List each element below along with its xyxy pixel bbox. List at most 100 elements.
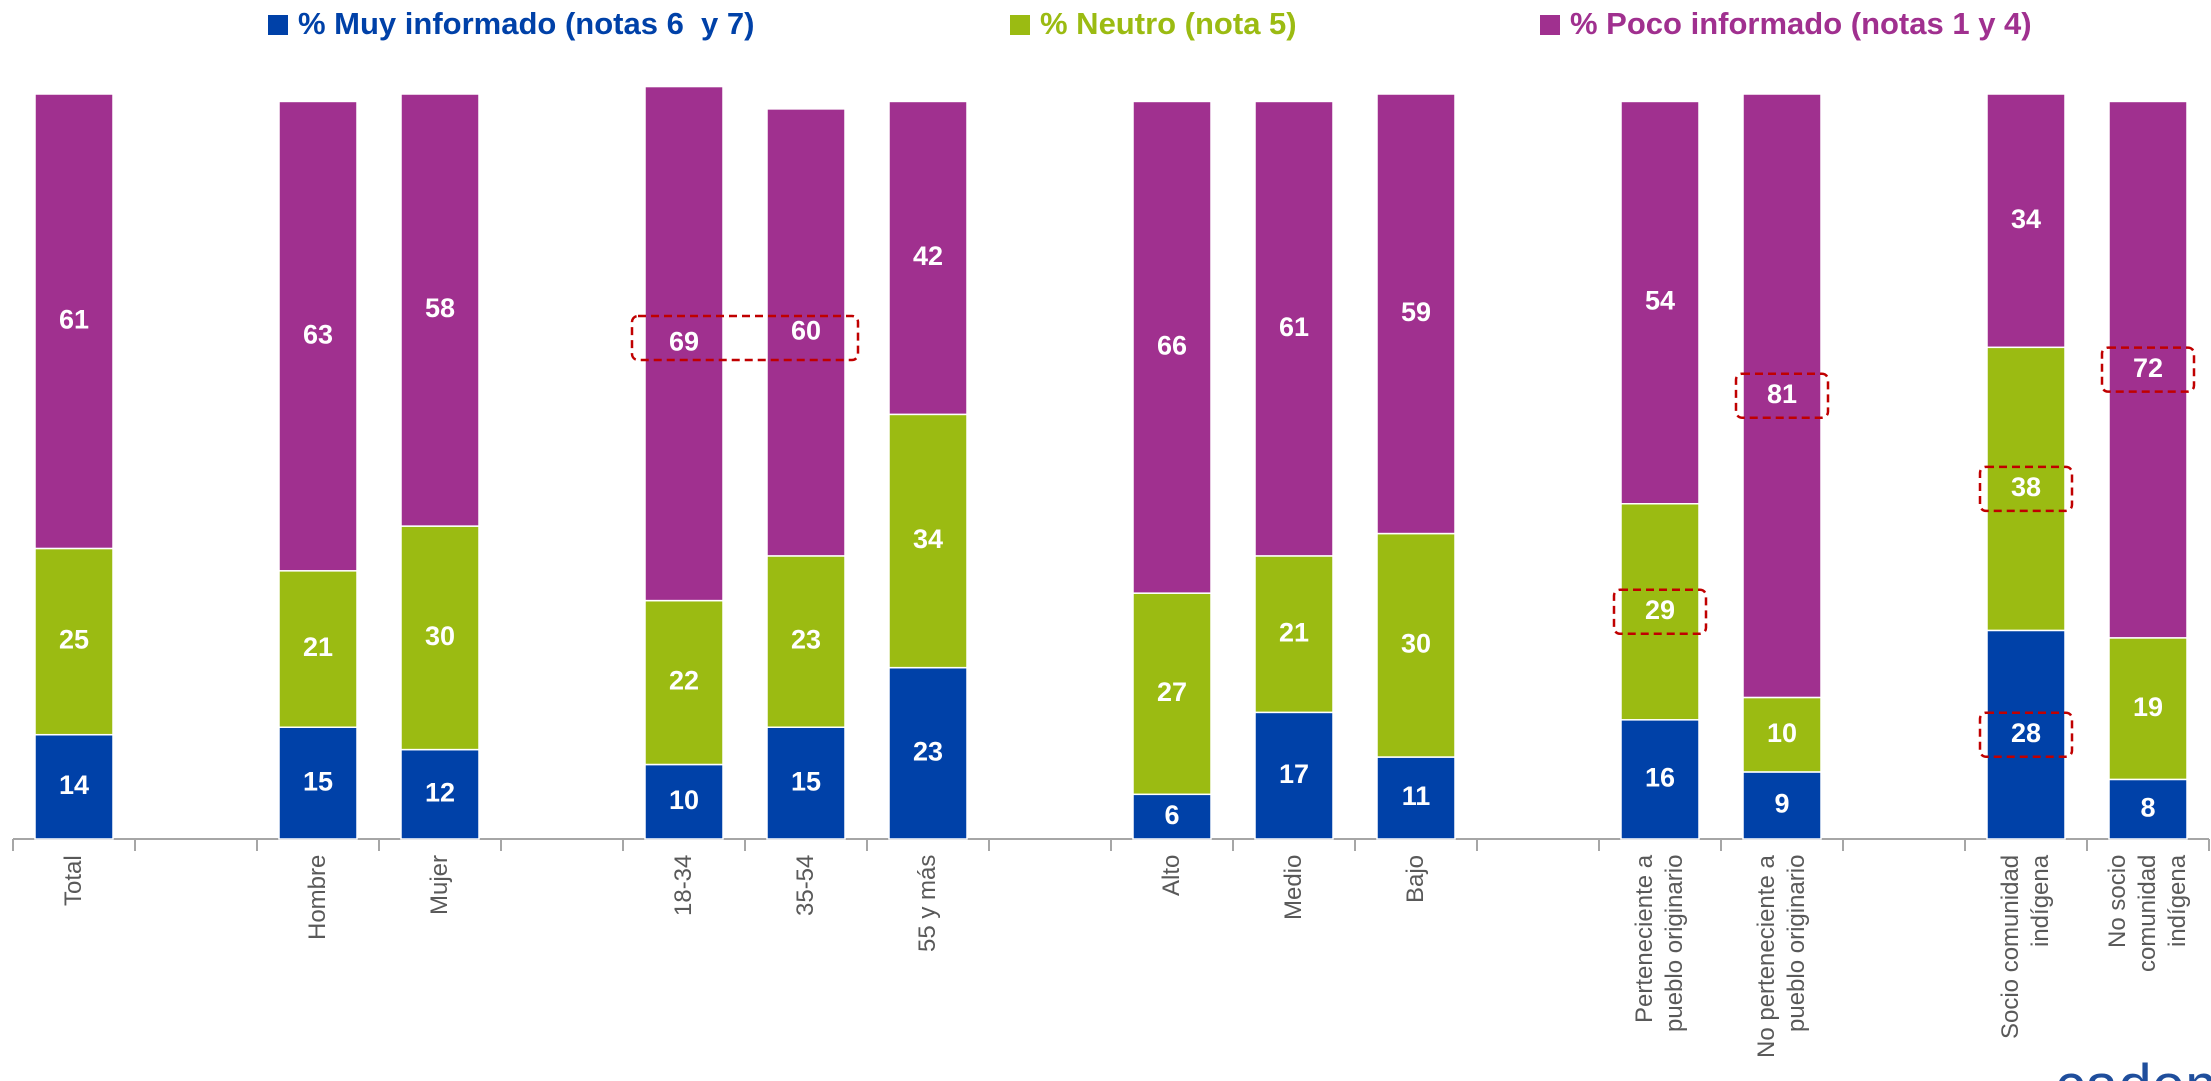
highlight-box — [1978, 465, 2074, 513]
legend-swatch — [1010, 15, 1030, 35]
bar-segment — [1986, 93, 2066, 349]
data-label: 59 — [1401, 297, 1431, 327]
highlight-box — [1734, 372, 1830, 419]
data-label: 11 — [1402, 781, 1431, 811]
data-label: 15 — [303, 766, 333, 796]
bar-segment — [1376, 93, 1456, 535]
bar-segment — [644, 85, 724, 602]
data-label: 25 — [59, 625, 89, 655]
highlight-box — [630, 314, 860, 362]
bar-segment — [400, 525, 480, 751]
bar-segment — [2108, 637, 2188, 781]
bar-segment — [1620, 100, 1700, 505]
bar-segment — [766, 555, 846, 729]
bar-segment — [1254, 711, 1334, 840]
legend-label: % Neutro (nota 5) — [1040, 6, 1297, 41]
data-label: 61 — [59, 304, 89, 334]
bar-segment — [1620, 503, 1700, 721]
bar-segment — [766, 108, 846, 557]
data-label: 58 — [425, 293, 455, 323]
bar-segment — [34, 93, 114, 550]
logo: cadem — [2055, 1052, 2211, 1081]
data-label: 6 — [1164, 800, 1179, 830]
data-label: 29 — [1645, 595, 1675, 625]
data-label: 21 — [303, 632, 333, 662]
data-label: 30 — [1401, 628, 1431, 658]
data-label: 22 — [669, 666, 699, 696]
legend-label: % Muy informado (notas 6 y 7) — [298, 6, 754, 41]
bar-segment — [888, 100, 968, 416]
x-tick-label: Socio comunidad indígena — [1997, 855, 2054, 1040]
x-tick-label: Perteneciente a pueblo originario — [1631, 855, 1688, 1033]
bar-segment — [278, 100, 358, 572]
bar-segment — [888, 413, 968, 669]
x-tick-label: 18-34 — [670, 855, 697, 917]
data-label: 38 — [2011, 472, 2041, 502]
data-label: 28 — [2011, 718, 2041, 748]
bar-segment — [278, 570, 358, 728]
x-tick-label: Hombre — [304, 855, 331, 941]
data-label: 9 — [1774, 789, 1789, 819]
data-label: 23 — [791, 625, 821, 655]
data-label: 34 — [2011, 204, 2041, 234]
data-label: 10 — [669, 785, 699, 815]
data-label: 17 — [1279, 759, 1309, 789]
bar-segment — [1254, 100, 1334, 557]
bar-segment — [1742, 771, 1822, 840]
data-label: 72 — [2133, 353, 2163, 383]
data-label: 34 — [913, 524, 943, 554]
x-tick-label: No socio comunidad indígena — [2104, 855, 2191, 973]
data-label: 81 — [1767, 379, 1797, 409]
bar-segment — [278, 726, 358, 840]
bar-segment — [400, 748, 480, 840]
data-label: 10 — [1767, 718, 1797, 748]
data-label: 63 — [303, 319, 333, 349]
bar-segment — [1376, 532, 1456, 758]
data-label: 42 — [913, 241, 943, 271]
bar-segment — [644, 763, 724, 840]
data-label: 16 — [1645, 763, 1675, 793]
bar-segment — [1742, 696, 1822, 773]
data-label: 66 — [1157, 330, 1187, 360]
bar-segment — [34, 547, 114, 736]
bar-segment — [2108, 778, 2188, 840]
bar-segment — [1376, 756, 1456, 840]
x-tick-label: Mujer — [426, 855, 453, 916]
bar-segment — [1132, 592, 1212, 796]
bar-segment — [766, 726, 846, 840]
x-tick-label: Bajo — [1402, 855, 1429, 904]
data-label: 60 — [791, 316, 821, 346]
data-label: 8 — [2140, 792, 2155, 822]
data-label: 15 — [791, 766, 821, 796]
x-tick-label: Medio — [1280, 855, 1307, 921]
data-label: 21 — [1279, 617, 1309, 647]
x-tick-label: Alto — [1158, 855, 1185, 897]
highlight-box — [1978, 711, 2074, 758]
bar-segment — [1986, 346, 2066, 632]
legend-label: % Poco informado (notas 1 y 4) — [1570, 6, 2032, 41]
legend-swatch — [268, 15, 288, 35]
data-label: 30 — [425, 621, 455, 651]
bar-segment — [1986, 629, 2066, 840]
bar-segment — [644, 599, 724, 766]
bar-segment — [1620, 719, 1700, 840]
data-label: 54 — [1645, 286, 1675, 316]
bar-segment — [1254, 555, 1334, 714]
x-tick-label: No perteneciente a pueblo originario — [1753, 855, 1810, 1058]
data-label: 19 — [2133, 692, 2163, 722]
bar-segment — [2108, 100, 2188, 639]
bar-segment — [1132, 793, 1212, 840]
data-label: 69 — [669, 327, 699, 357]
data-label: 14 — [59, 770, 89, 800]
data-label: 61 — [1279, 312, 1309, 342]
data-label: 12 — [425, 777, 455, 807]
bar-segment — [1132, 100, 1212, 594]
bar-segment — [400, 93, 480, 527]
highlight-box — [1612, 588, 1708, 636]
data-label: 27 — [1157, 677, 1187, 707]
legend-swatch — [1540, 15, 1560, 35]
bar-segment — [1742, 93, 1822, 699]
highlight-box — [2100, 346, 2196, 393]
